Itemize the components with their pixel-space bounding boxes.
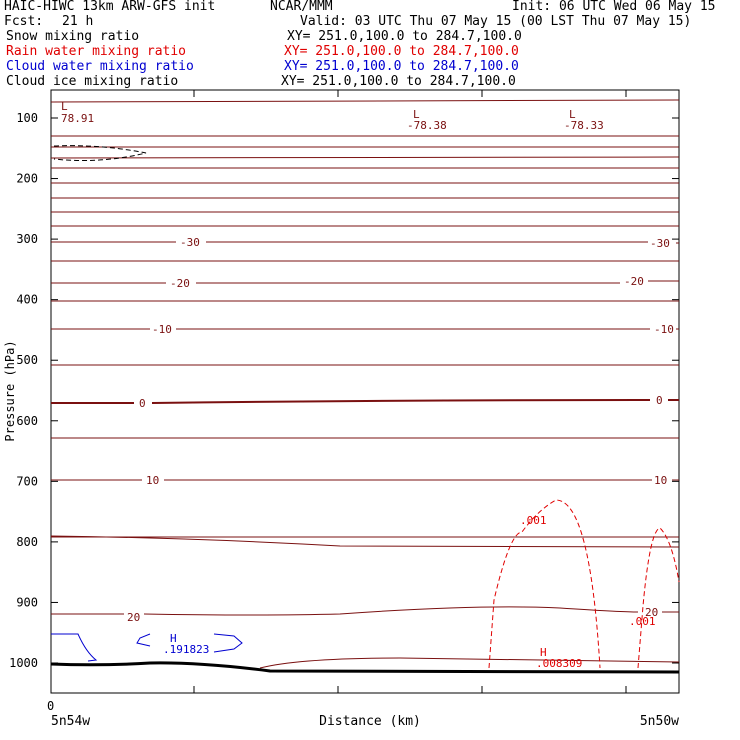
temp-contour: [259, 657, 680, 669]
low-value: -78.38: [407, 119, 447, 132]
contour-label-minus20: -20: [170, 277, 190, 290]
field-cloudwater-xy: XY= 251.0,100.0 to 284.7,100.0: [284, 59, 519, 74]
rain-contour: [488, 499, 601, 669]
temperature-contours: [50, 99, 680, 669]
y-tick-label: 800: [16, 535, 38, 549]
rain-contour-label: .001: [520, 514, 547, 527]
low-marker: L: [569, 108, 576, 121]
x-axis-title: Distance (km): [319, 714, 421, 729]
temp-contour: [50, 535, 680, 548]
cloud-water-contour: [51, 633, 98, 662]
field-cloudice-name: Cloud ice mixing ratio: [6, 74, 179, 89]
contour-label-20: 20: [645, 606, 658, 619]
temp-contour: [50, 156, 680, 159]
high-value: .191823: [163, 643, 209, 656]
temp-contour: [51, 606, 679, 616]
temp-contour: [50, 99, 680, 103]
header-fcst-label: Fcst:: [4, 14, 44, 29]
ground-line: [50, 661, 680, 674]
y-tick-label: 1000: [9, 656, 38, 670]
field-cloudwater-name: Cloud water mixing ratio: [6, 59, 194, 74]
header-init: Init: 06 UTC Wed 06 May 15: [512, 0, 716, 14]
high-value: .008309: [536, 657, 582, 670]
header-title: HAIC-HIWC 13km ARW-GFS init: [4, 0, 216, 14]
header-org: NCAR/MMM: [270, 0, 333, 14]
cloud-water-contour: [136, 633, 243, 653]
contour-label-10: 10: [654, 474, 667, 487]
contour-label-minus10: -10: [152, 323, 172, 336]
temp-contour-zero: [51, 399, 679, 404]
contour-label-minus20: -20: [624, 275, 644, 288]
rain-contour: [637, 527, 680, 669]
high-marker: H: [540, 646, 547, 659]
low-marker: L: [61, 100, 68, 113]
x-end-label: 5n50w: [640, 714, 679, 729]
low-value: -78.33: [564, 119, 604, 132]
temp-contour-minus30: [51, 241, 679, 244]
y-tick-label: 600: [16, 414, 38, 428]
y-tick-label: 300: [16, 232, 38, 246]
x-origin-label: 0: [47, 699, 54, 713]
low-marker: L: [413, 108, 420, 121]
high-marker: H: [170, 632, 177, 645]
y-tick-label: 400: [16, 293, 38, 307]
contour-label-minus30: -30: [180, 236, 200, 249]
field-cloudice-xy: XY= 251.0,100.0 to 284.7,100.0: [281, 74, 516, 89]
contour-label-minus10: -10: [654, 323, 674, 336]
field-rain-name: Rain water mixing ratio: [6, 44, 187, 59]
y-tick-label: 500: [16, 353, 38, 367]
cloud-water-contours: [51, 633, 243, 662]
contour-label-zero: 0: [656, 394, 663, 407]
field-rain-xy: XY= 251.0,100.0 to 284.7,100.0: [284, 44, 519, 59]
y-tick-labels: 100 200 300 400 500 600 700 800 900 1000: [9, 111, 38, 670]
y-tick-label: 900: [16, 595, 38, 609]
temp-contour: [51, 280, 679, 284]
contour-label-20: 20: [127, 611, 140, 624]
y-axis-title: Pressure (hPa): [3, 340, 17, 441]
snow-contour: [53, 145, 147, 162]
rain-contour-label: .001: [629, 615, 656, 628]
x-start-label: 5n54w: [51, 714, 90, 729]
plot-frame: [50, 89, 680, 694]
field-snow-xy: XY= 251.0,100.0 to 284.7,100.0: [287, 29, 522, 44]
x-axis: [193, 90, 627, 693]
y-tick-label: 700: [16, 474, 38, 488]
rain-contours: [488, 499, 680, 669]
y-axis: [51, 117, 679, 664]
y-tick-label: 200: [16, 172, 38, 186]
y-tick-label: 100: [16, 111, 38, 125]
header-valid: Valid: 03 UTC Thu 07 May 15 (00 LST Thu …: [300, 14, 692, 29]
contour-label-minus30: -30: [650, 237, 670, 250]
contour-label-zero: 0: [139, 397, 146, 410]
contour-label-10: 10: [146, 474, 159, 487]
header-fcst-value: 21 h: [62, 14, 94, 29]
field-snow-name: Snow mixing ratio: [6, 29, 140, 44]
low-value: 78.91: [61, 112, 94, 125]
